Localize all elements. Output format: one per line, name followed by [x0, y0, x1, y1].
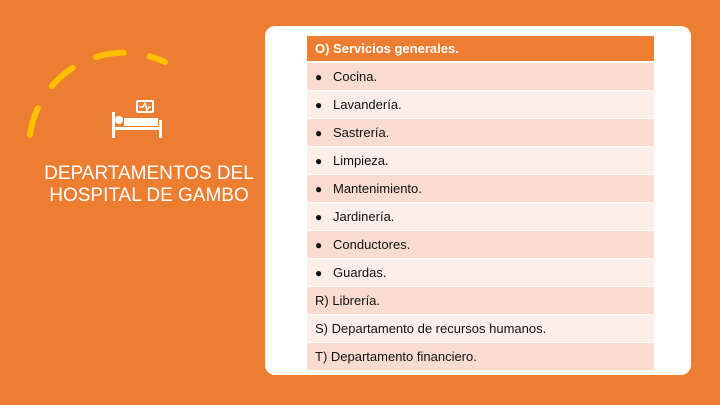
table-row: ● Conductores.: [307, 231, 654, 258]
departments-table: O) Servicios generales. ● Cocina. ● Lava…: [307, 36, 654, 371]
table-row: T) Departamento financiero.: [307, 343, 654, 370]
bullet-icon: ●: [315, 125, 323, 140]
row-label: Guardas.: [333, 265, 387, 280]
table-row: ● Guardas.: [307, 259, 654, 286]
table-row: ● Cocina.: [307, 63, 654, 90]
row-label: Jardinería.: [333, 209, 395, 224]
bullet-icon: ●: [315, 265, 323, 280]
table-row: ● Sastrería.: [307, 119, 654, 146]
table-row: R) Librería.: [307, 287, 654, 314]
table-row: ● Mantenimiento.: [307, 175, 654, 202]
table-row: ● Jardinería.: [307, 203, 654, 230]
row-label: Limpieza.: [333, 153, 389, 168]
bullet-icon: ●: [315, 181, 323, 196]
row-label: Lavandería.: [333, 97, 402, 112]
slide-title: DEPARTAMENTOS DEL HOSPITAL DE GAMBO: [44, 163, 254, 206]
bullet-icon: ●: [315, 69, 323, 84]
row-label: Conductores.: [333, 237, 411, 252]
bullet-icon: ●: [315, 237, 323, 252]
table-row: ● Limpieza.: [307, 147, 654, 174]
row-label: Cocina.: [333, 69, 378, 84]
table-row: S) Departamento de recursos humanos.: [307, 315, 654, 342]
table-header: O) Servicios generales.: [307, 36, 654, 61]
bullet-icon: ●: [315, 153, 323, 168]
bullet-icon: ●: [315, 209, 323, 224]
bullet-icon: ●: [315, 97, 323, 112]
row-label: Sastrería.: [333, 125, 390, 140]
row-label: Mantenimiento.: [333, 181, 422, 196]
table-row: ● Lavandería.: [307, 91, 654, 118]
hospital-bed-icon: [112, 100, 162, 138]
